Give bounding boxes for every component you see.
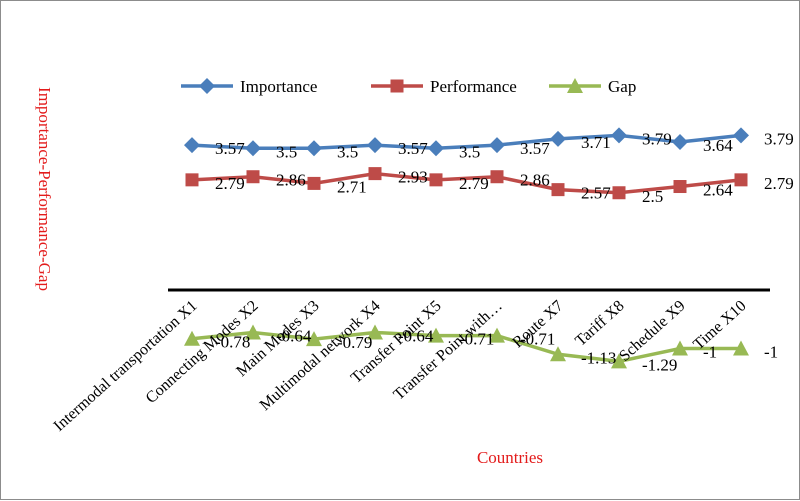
legend-label-performance: Performance [430,77,517,96]
x-axis-title: Countries [477,448,543,467]
legend-item-importance: Importance [181,77,317,96]
gap-data-label: -0.78 [215,333,250,352]
legend-label-importance: Importance [240,77,317,96]
performance-data-label: 2.71 [337,177,367,196]
importance-line [191,133,742,151]
performance-point [429,173,443,187]
performance-point [612,186,626,200]
importance-data-label: 3.57 [215,139,245,158]
performance-data-label: 2.5 [642,187,663,206]
legend-label-gap: Gap [608,77,636,96]
performance-line [191,171,742,195]
importance-point [306,140,322,157]
performance-point [734,173,748,187]
legend-marker-performance [390,79,404,93]
legend-item-performance: Performance [371,77,517,96]
x-tick-label: Multimodal network X4 [257,297,384,414]
gap-data-label: -0.79 [337,333,372,352]
performance-point [368,167,382,181]
series-performance: 2.79 2.86 2.71 2.93 2.79 2.86 2.57 2.5 2.64 2.79 [185,167,794,206]
gap-data-label: -0.71 [520,330,555,349]
performance-point [246,170,260,184]
performance-data-label: 2.93 [398,168,428,187]
gap-point [245,324,261,340]
importance-data-label: 3.5 [459,142,480,161]
gap-data-label: -0.71 [459,330,494,349]
importance-data-label: 3.64 [703,136,733,155]
y-axis-title: Importance-Performance-Gap [35,87,54,291]
gap-point [428,327,444,343]
importance-point [672,134,688,151]
importance-data-label: 3.79 [764,129,794,148]
performance-data-label: 2.57 [581,184,611,203]
gap-point [184,330,200,346]
performance-point [673,180,687,194]
x-tick-label: Transfer Point with… [390,297,505,403]
importance-data-label: 3.57 [520,139,550,158]
importance-data-label: 3.79 [642,129,672,148]
performance-point [185,173,199,187]
gap-data-label: -1 [703,343,717,362]
performance-data-label: 2.79 [459,174,489,193]
performance-point [490,170,504,184]
gap-data-label: -1 [764,343,778,362]
x-tick-label: Tariff X8 [572,297,628,349]
performance-data-label: 2.86 [276,171,306,190]
gap-data-label: -0.64 [276,326,312,345]
importance-data-label: 3.71 [581,133,611,152]
gap-point [367,324,383,340]
gap-point [733,340,749,356]
gap-point [611,353,627,369]
importance-data-label: 3.5 [276,142,297,161]
performance-point [551,183,565,197]
legend-item-gap: Gap [549,77,636,96]
series-importance: 3.57 3.5 3.5 3.57 3.5 3.57 3.71 3.79 3.64 3.79 [184,127,794,161]
importance-data-label: 3.5 [337,142,358,161]
importance-point [550,130,566,147]
importance-point [184,137,200,154]
gap-data-label: -1.13 [581,348,616,367]
gap-point [489,327,505,343]
importance-point [611,127,627,144]
gap-data-label: -0.64 [398,326,434,345]
importance-point [245,140,261,157]
legend-marker-gap [567,78,583,93]
legend-marker-importance [199,78,215,94]
legend: Importance Performance Gap [181,77,636,96]
gap-point [306,331,322,347]
importance-data-label: 3.57 [398,139,428,158]
gap-line [191,330,741,364]
performance-data-label: 2.86 [520,171,550,190]
performance-data-label: 2.79 [215,174,245,193]
performance-point [307,176,321,190]
importance-point [428,140,444,157]
performance-data-label: 2.64 [703,181,733,200]
gap-point [672,340,688,356]
gap-point [550,346,566,362]
series-layer: 3.57 3.5 3.5 3.57 3.5 3.57 3.71 3.79 3.64 3.79 2.7… [184,127,794,374]
gap-data-label: -1.29 [642,355,677,374]
importance-point [733,127,749,144]
series-gap: -0.78 -0.64 -0.79 -0.64 -0.71 -0.71 -1.13 -1.29… [184,324,778,374]
performance-data-label: 2.79 [764,174,794,193]
x-tick-label: Connecting Modes X2 [143,297,262,407]
importance-point [367,137,383,154]
importance-point [489,137,505,154]
